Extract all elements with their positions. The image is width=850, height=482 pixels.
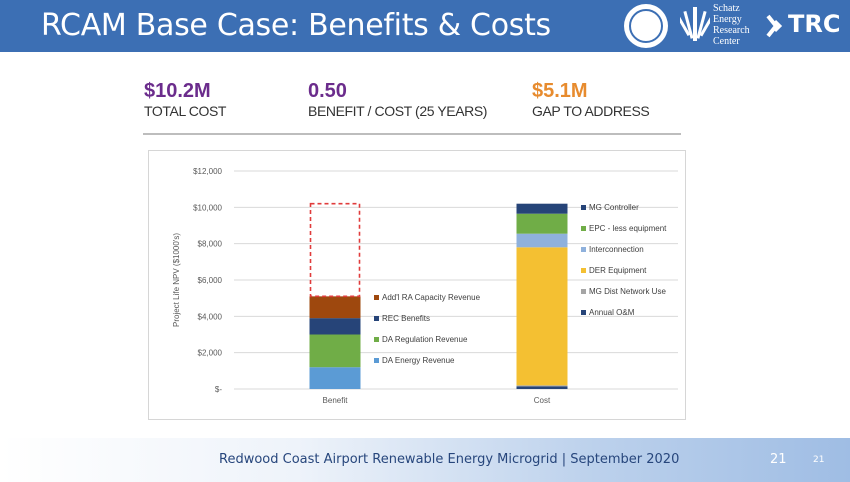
- bar-segment: [516, 233, 568, 248]
- stat-gap: $5.1M GAP TO ADDRESS: [532, 80, 650, 119]
- schatz-line: Energy: [713, 14, 742, 25]
- y-tick-label: $6,000: [198, 276, 223, 285]
- legend-swatch: [374, 358, 379, 363]
- legend-label: Interconnection: [589, 245, 644, 254]
- bar-segment: [516, 213, 568, 234]
- x-tick-label: Benefit: [323, 396, 349, 405]
- y-tick-label: $8,000: [198, 240, 223, 249]
- bar-segment: [309, 367, 361, 389]
- gap-outline: [309, 202, 361, 298]
- sun-ray-icon: [680, 7, 710, 41]
- bar-segment: [516, 385, 568, 387]
- title-bar: RCAM Base Case: Benefits & Costs Schatz …: [0, 0, 850, 52]
- y-tick-label: $-: [215, 385, 222, 394]
- legend-swatch: [374, 295, 379, 300]
- bar-segment: [516, 203, 568, 214]
- legend-label: EPC - less equipment: [589, 224, 667, 233]
- trc-logo: TRC: [766, 10, 846, 40]
- stat-label: TOTAL COST: [144, 103, 227, 119]
- legend-swatch: [581, 310, 586, 315]
- legend-label: MG Controller: [589, 203, 639, 212]
- schatz-line: Schatz: [713, 3, 740, 14]
- schatz-line: Center: [713, 36, 740, 47]
- y-tick-label: $12,000: [193, 167, 222, 176]
- page-number: 21: [770, 452, 787, 467]
- chart-frame: [148, 150, 686, 420]
- stat-benefit-cost: 0.50 BENEFIT / COST (25 YEARS): [308, 80, 487, 119]
- legend-label: REC Benefits: [382, 314, 430, 323]
- trc-arrow-icon: [766, 14, 783, 38]
- footer-caption: Redwood Coast Airport Renewable Energy M…: [219, 452, 680, 467]
- schatz-line: Research: [713, 25, 750, 36]
- page-number-small: 21: [813, 455, 825, 465]
- schatz-energy-logo: Schatz Energy Research Center: [680, 3, 758, 49]
- stat-value: $5.1M: [532, 80, 588, 102]
- stat-total-cost: $10.2M TOTAL COST: [144, 80, 226, 119]
- legend-label: DA Energy Revenue: [382, 356, 455, 365]
- legend-label: Add'l RA Capacity Revenue: [382, 293, 481, 302]
- legend-swatch: [374, 316, 379, 321]
- seal-ring-icon: [629, 9, 663, 43]
- divider-rule: [143, 133, 681, 135]
- stacked-bar-chart: $- $2,000 $4,000 $6,000 $8,000 $10,000 $12,000…: [172, 167, 678, 405]
- footer-band: [0, 438, 850, 482]
- legend-label: MG Dist Network Use: [589, 287, 666, 296]
- bar-segment: [309, 296, 361, 319]
- schatz-wordmark: Schatz Energy Research Center: [713, 3, 750, 47]
- legend-swatch: [581, 205, 586, 210]
- legend-swatch: [374, 337, 379, 342]
- bar-segment: [309, 334, 361, 368]
- legend-label: DER Equipment: [589, 266, 647, 275]
- y-tick-label: $4,000: [198, 312, 223, 321]
- legend-swatch: [581, 268, 586, 273]
- legend-swatch: [581, 289, 586, 294]
- legend-swatch: [581, 247, 586, 252]
- slide-title: RCAM Base Case: Benefits & Costs: [41, 8, 551, 43]
- legend-swatch: [581, 226, 586, 231]
- legend-label: DA Regulation Revenue: [382, 335, 468, 344]
- stat-label: BENEFIT / COST (25 YEARS): [308, 103, 488, 119]
- stat-label: GAP TO ADDRESS: [532, 103, 650, 119]
- stat-value: $10.2M: [144, 80, 211, 102]
- x-tick-label: Cost: [534, 396, 551, 405]
- county-seal-logo: [624, 4, 668, 48]
- bar-segment: [516, 386, 568, 389]
- stat-value: 0.50: [308, 80, 347, 102]
- bar-segment: [309, 318, 361, 335]
- trc-wordmark: TRC: [788, 10, 841, 38]
- y-tick-label: $2,000: [198, 349, 223, 358]
- y-tick-label: $10,000: [193, 203, 222, 212]
- legend-label: Annual O&M: [589, 308, 635, 317]
- bar-segment: [516, 247, 568, 386]
- y-axis-label: Project Life NPV ($1000's): [172, 233, 181, 327]
